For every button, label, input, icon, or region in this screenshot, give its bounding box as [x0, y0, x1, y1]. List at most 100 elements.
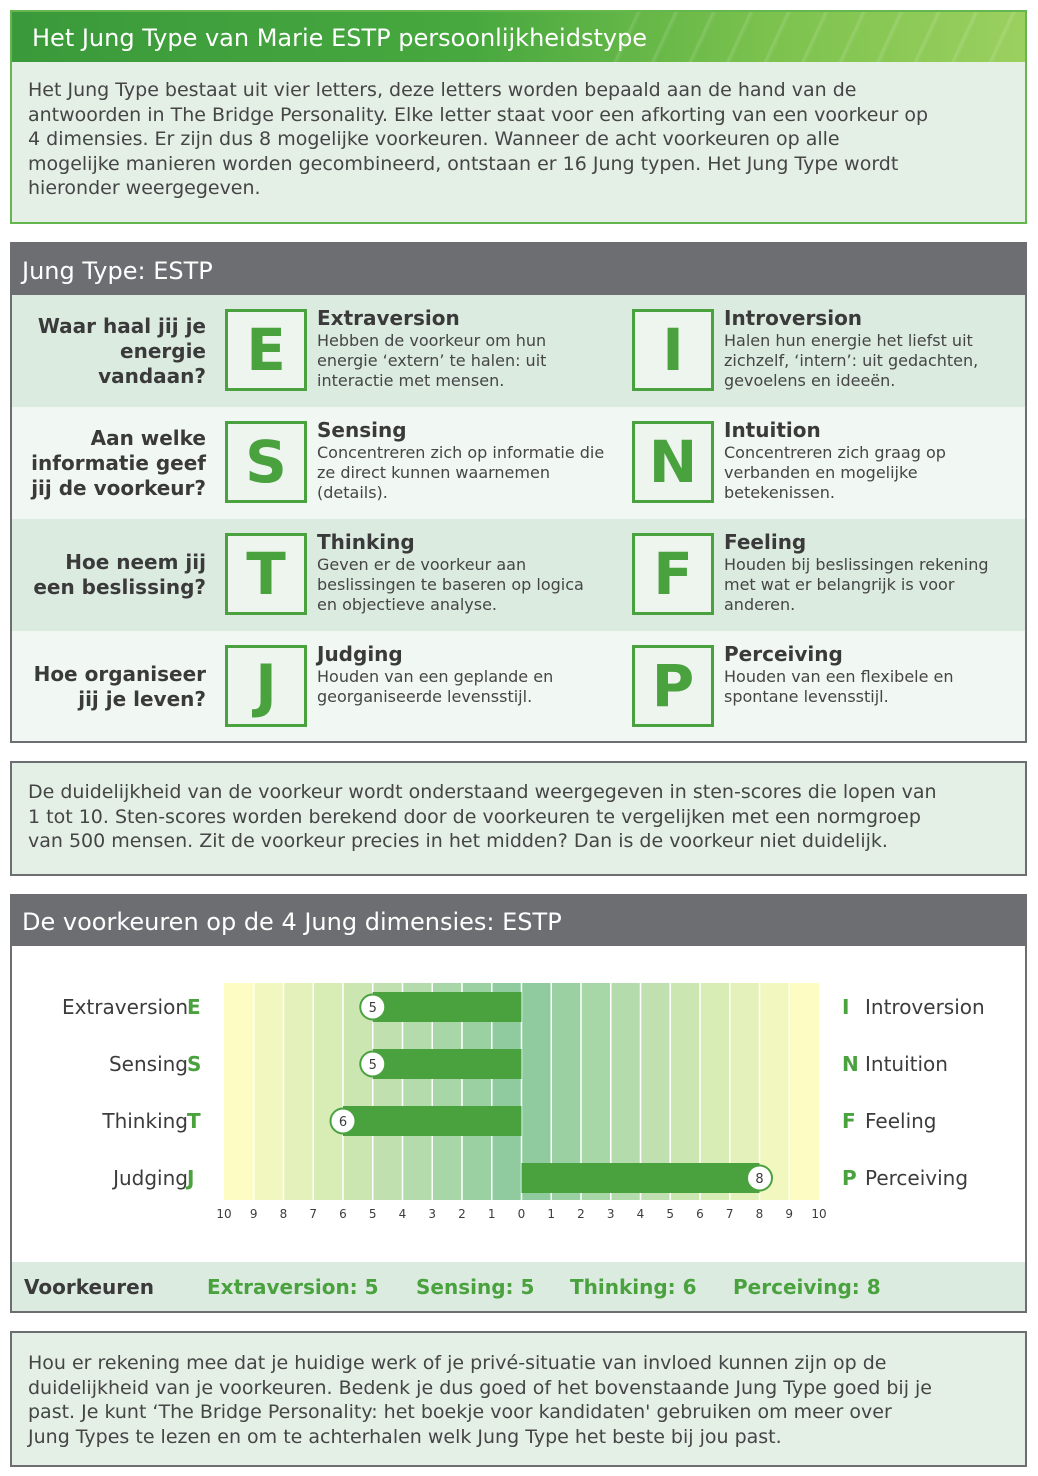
dimension-question: Aan welke informatie geef jij de voorkeu…	[12, 407, 206, 519]
left-dimension-label: Sensing	[109, 1052, 188, 1076]
preference-description: Houden van een geplande en georganiseerd…	[317, 667, 617, 707]
jung-type-panel: Jung Type: ESTP Waar haal jij je energie…	[10, 242, 1027, 743]
x-tick-label: 1	[547, 1207, 555, 1221]
x-tick-label: 6	[339, 1207, 347, 1221]
x-tick-label: 10	[811, 1207, 826, 1221]
closing-line: past. Je kunt ‘The Bridge Personality: h…	[28, 1401, 892, 1423]
x-tick-label: 5	[369, 1207, 377, 1221]
description-line: interactie met mensen.	[317, 371, 505, 390]
description-line: Concentreren zich graag op	[724, 443, 946, 462]
closing-line: duidelijkheid van je voorkeuren. Bedenk …	[28, 1376, 932, 1399]
intro-line: Het Jung Type bestaat uit vier letters, …	[28, 79, 857, 101]
description-line: spontane levensstijl.	[724, 687, 889, 706]
right-dimension-label: Intuition	[865, 1052, 948, 1076]
right-dimension-label: Perceiving	[865, 1166, 968, 1190]
preferences-summary: Voorkeuren Extraversion: 5 Sensing: 5 Th…	[12, 1262, 1025, 1311]
summary-value: Extraversion: 5	[207, 1275, 379, 1299]
x-tick-label: 7	[726, 1207, 734, 1221]
preference-title: Introversion	[724, 306, 863, 330]
chart-band	[313, 983, 343, 1200]
x-tick-label: 1	[488, 1207, 496, 1221]
question-line: jij de voorkeur?	[31, 475, 206, 500]
preference-description: Concentreren zich op informatie die ze d…	[317, 443, 617, 503]
summary-label: Voorkeuren	[24, 1275, 154, 1299]
closing-text: Hou er rekening mee dat je huidige werk …	[12, 1333, 1025, 1449]
x-tick-label: 10	[216, 1207, 231, 1221]
x-tick-label: 9	[250, 1207, 258, 1221]
dimension-question: Hoe neem jij een beslissing?	[12, 519, 206, 631]
intro-line: mogelijke manieren worden gecombineerd, …	[28, 152, 899, 175]
intro-header: Het Jung Type van Marie ESTP persoonlijk…	[12, 12, 1025, 62]
letter-box-n: N	[632, 421, 714, 503]
x-tick-label: 3	[607, 1207, 615, 1221]
score-value: 5	[369, 1058, 377, 1073]
x-tick-label: 8	[756, 1207, 764, 1221]
question-line: Hoe organiseer	[33, 662, 206, 686]
jung-type-title: Jung Type: ESTP	[12, 244, 1025, 295]
preference-description: Houden van een flexibele en spontane lev…	[724, 667, 1024, 707]
dimension-row-energy: Waar haal jij je energie vandaan? E Extr…	[12, 295, 1025, 407]
description-line: (details).	[317, 483, 388, 502]
description-line: Halen hun energie het liefst uit	[724, 331, 973, 350]
x-tick-label: 6	[696, 1207, 704, 1221]
sten-text: De duidelijkheid van de voorkeur wordt o…	[12, 763, 1025, 854]
right-dimension-label: Introversion	[865, 995, 985, 1019]
header-decoration	[605, 12, 1025, 62]
dimension-row-decision: Hoe neem jij een beslissing? T Thinking …	[12, 519, 1025, 631]
preference-description: Halen hun energie het liefst uit zichzel…	[724, 331, 1024, 391]
score-marker	[329, 1107, 357, 1135]
score-bar	[343, 1106, 522, 1136]
chart-band	[759, 983, 790, 1200]
score-bar	[372, 992, 522, 1022]
score-value: 6	[339, 1115, 347, 1130]
preference-title: Extraversion	[317, 306, 460, 330]
preference-title: Judging	[317, 642, 403, 666]
right-dimension-letter: I	[842, 995, 849, 1019]
x-tick-label: 3	[428, 1207, 436, 1221]
right-dimension-letter: P	[842, 1166, 857, 1190]
letter-box-e: E	[225, 309, 307, 391]
intro-title: Het Jung Type van Marie ESTP persoonlijk…	[32, 24, 648, 52]
sten-line: 1 tot 10. Sten-scores worden berekend do…	[28, 805, 921, 828]
preference-title: Perceiving	[724, 642, 843, 666]
description-line: ze direct kunnen waarnemen	[317, 463, 550, 482]
description-line: beslissingen te baseren op logica	[317, 575, 584, 594]
x-tick-label: 4	[399, 1207, 407, 1221]
question-line: een beslissing?	[33, 575, 206, 599]
left-dimension-label: Extraversion	[62, 995, 188, 1019]
preference-title: Intuition	[724, 418, 821, 442]
summary-value: Sensing: 5	[416, 1275, 535, 1299]
intro-line: 4 dimensies. Er zijn dus 8 mogelijke voo…	[28, 128, 840, 150]
letter-box-t: T	[225, 533, 307, 615]
description-line: en objectieve analyse.	[317, 595, 497, 614]
question-line: jij je leven?	[78, 687, 206, 711]
question-line: vandaan?	[98, 363, 206, 388]
score-value: 8	[755, 1172, 763, 1187]
question-line: Aan welke	[90, 425, 206, 450]
description-line: energie ‘extern’ te halen: uit	[317, 351, 547, 370]
letter-box-p: P	[632, 645, 714, 727]
description-line: Houden bij beslissingen rekening	[724, 555, 989, 574]
closing-panel: Hou er rekening mee dat je huidige werk …	[10, 1331, 1027, 1467]
preference-description: Concentreren zich graag op verbanden en …	[724, 443, 1024, 503]
description-line: georganiseerde levensstijl.	[317, 687, 533, 706]
dimension-question: Waar haal jij je energie vandaan?	[12, 295, 206, 407]
dimensions-panel: De voorkeuren op de 4 Jung dimensies: ES…	[10, 894, 1027, 1313]
description-line: Hebben de voorkeur om hun	[317, 331, 547, 350]
summary-value: Perceiving: 8	[733, 1275, 881, 1299]
intro-line: antwoorden in The Bridge Personality. El…	[28, 103, 929, 126]
question-line: energie	[120, 338, 206, 363]
description-line: anderen.	[724, 595, 796, 614]
closing-line: Jung Types te lezen en om te achterhalen…	[28, 1425, 782, 1448]
letter-box-f: F	[632, 533, 714, 615]
left-dimension-label: Judging	[111, 1166, 188, 1190]
right-dimension-label: Feeling	[865, 1109, 937, 1133]
letter-box-j: J	[225, 645, 307, 727]
x-tick-label: 0	[518, 1207, 526, 1221]
sten-line: De duidelijkheid van de voorkeur wordt o…	[28, 781, 937, 803]
right-dimension-letter: F	[842, 1109, 856, 1133]
summary-value: Thinking: 6	[570, 1275, 697, 1299]
description-line: Houden van een flexibele en	[724, 667, 954, 686]
question-line: informatie geef	[31, 450, 206, 475]
intro-text: Het Jung Type bestaat uit vier letters, …	[12, 62, 1025, 201]
